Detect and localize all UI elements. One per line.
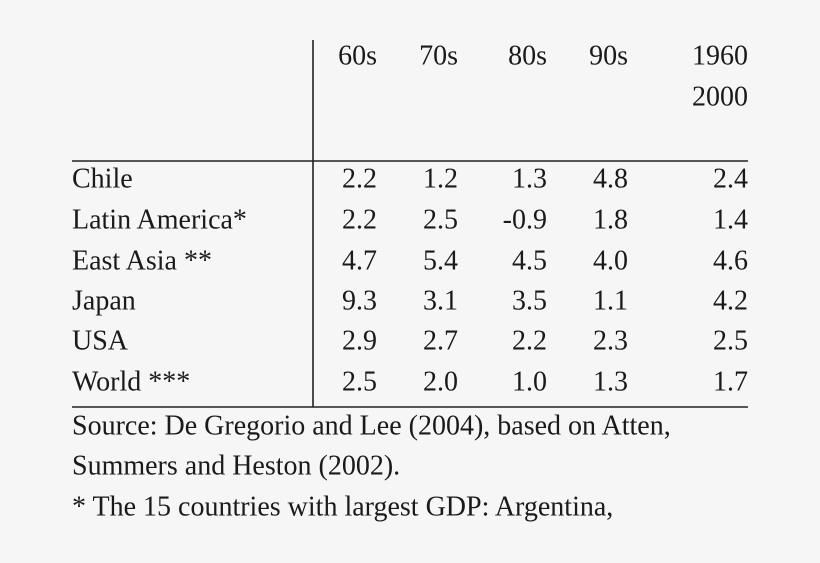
- column-header: 90s: [589, 40, 628, 71]
- cell-value: 1.7: [713, 366, 748, 397]
- cell-value: 4.5: [512, 245, 547, 276]
- cell-value: 3.1: [423, 285, 458, 316]
- cell-value: 4.0: [593, 245, 628, 276]
- cell-value: 2.3: [593, 325, 628, 356]
- cell-value: 2.4: [713, 163, 748, 194]
- cell-value: 2.2: [342, 163, 377, 194]
- row-label: East Asia **: [72, 245, 212, 276]
- cell-value: -0.9: [503, 204, 547, 235]
- cell-value: 1.1: [593, 285, 628, 316]
- cell-value: 3.5: [512, 285, 547, 316]
- row-label: Chile: [72, 163, 133, 194]
- cell-value: 2.5: [423, 204, 458, 235]
- period-header: 2000: [692, 81, 748, 112]
- cell-value: 2.5: [342, 366, 377, 397]
- cell-value: 4.8: [593, 163, 628, 194]
- cell-value: 2.5: [713, 325, 748, 356]
- cell-value: 2.7: [423, 325, 458, 356]
- note: Summers and Heston (2002).: [72, 450, 400, 481]
- cell-value: 1.2: [423, 163, 458, 194]
- cell-value: 1.0: [512, 366, 547, 397]
- column-header: 80s: [508, 40, 547, 71]
- cell-value: 2.2: [342, 204, 377, 235]
- row-label: Japan: [72, 285, 136, 316]
- note: * The 15 countries with largest GDP: Arg…: [72, 491, 613, 522]
- cell-value: 4.6: [713, 245, 748, 276]
- cell-value: 2.0: [423, 366, 458, 397]
- cell-value: 5.4: [423, 245, 458, 276]
- cell-value: 9.3: [342, 285, 377, 316]
- cell-value: 1.4: [713, 204, 748, 235]
- column-header: 60s: [338, 40, 377, 71]
- cell-value: 4.2: [713, 285, 748, 316]
- cell-value: 4.7: [342, 245, 377, 276]
- cell-value: 2.9: [342, 325, 377, 356]
- row-label: World ***: [72, 366, 190, 397]
- row-label: USA: [72, 325, 129, 356]
- period-header: 1960: [692, 40, 748, 71]
- column-header: 70s: [419, 40, 458, 71]
- cell-value: 1.3: [593, 366, 628, 397]
- row-label: Latin America*: [72, 204, 247, 235]
- cell-value: 2.2: [512, 325, 547, 356]
- note: Source: De Gregorio and Lee (2004), base…: [72, 410, 671, 441]
- cell-value: 1.8: [593, 204, 628, 235]
- cell-value: 1.3: [512, 163, 547, 194]
